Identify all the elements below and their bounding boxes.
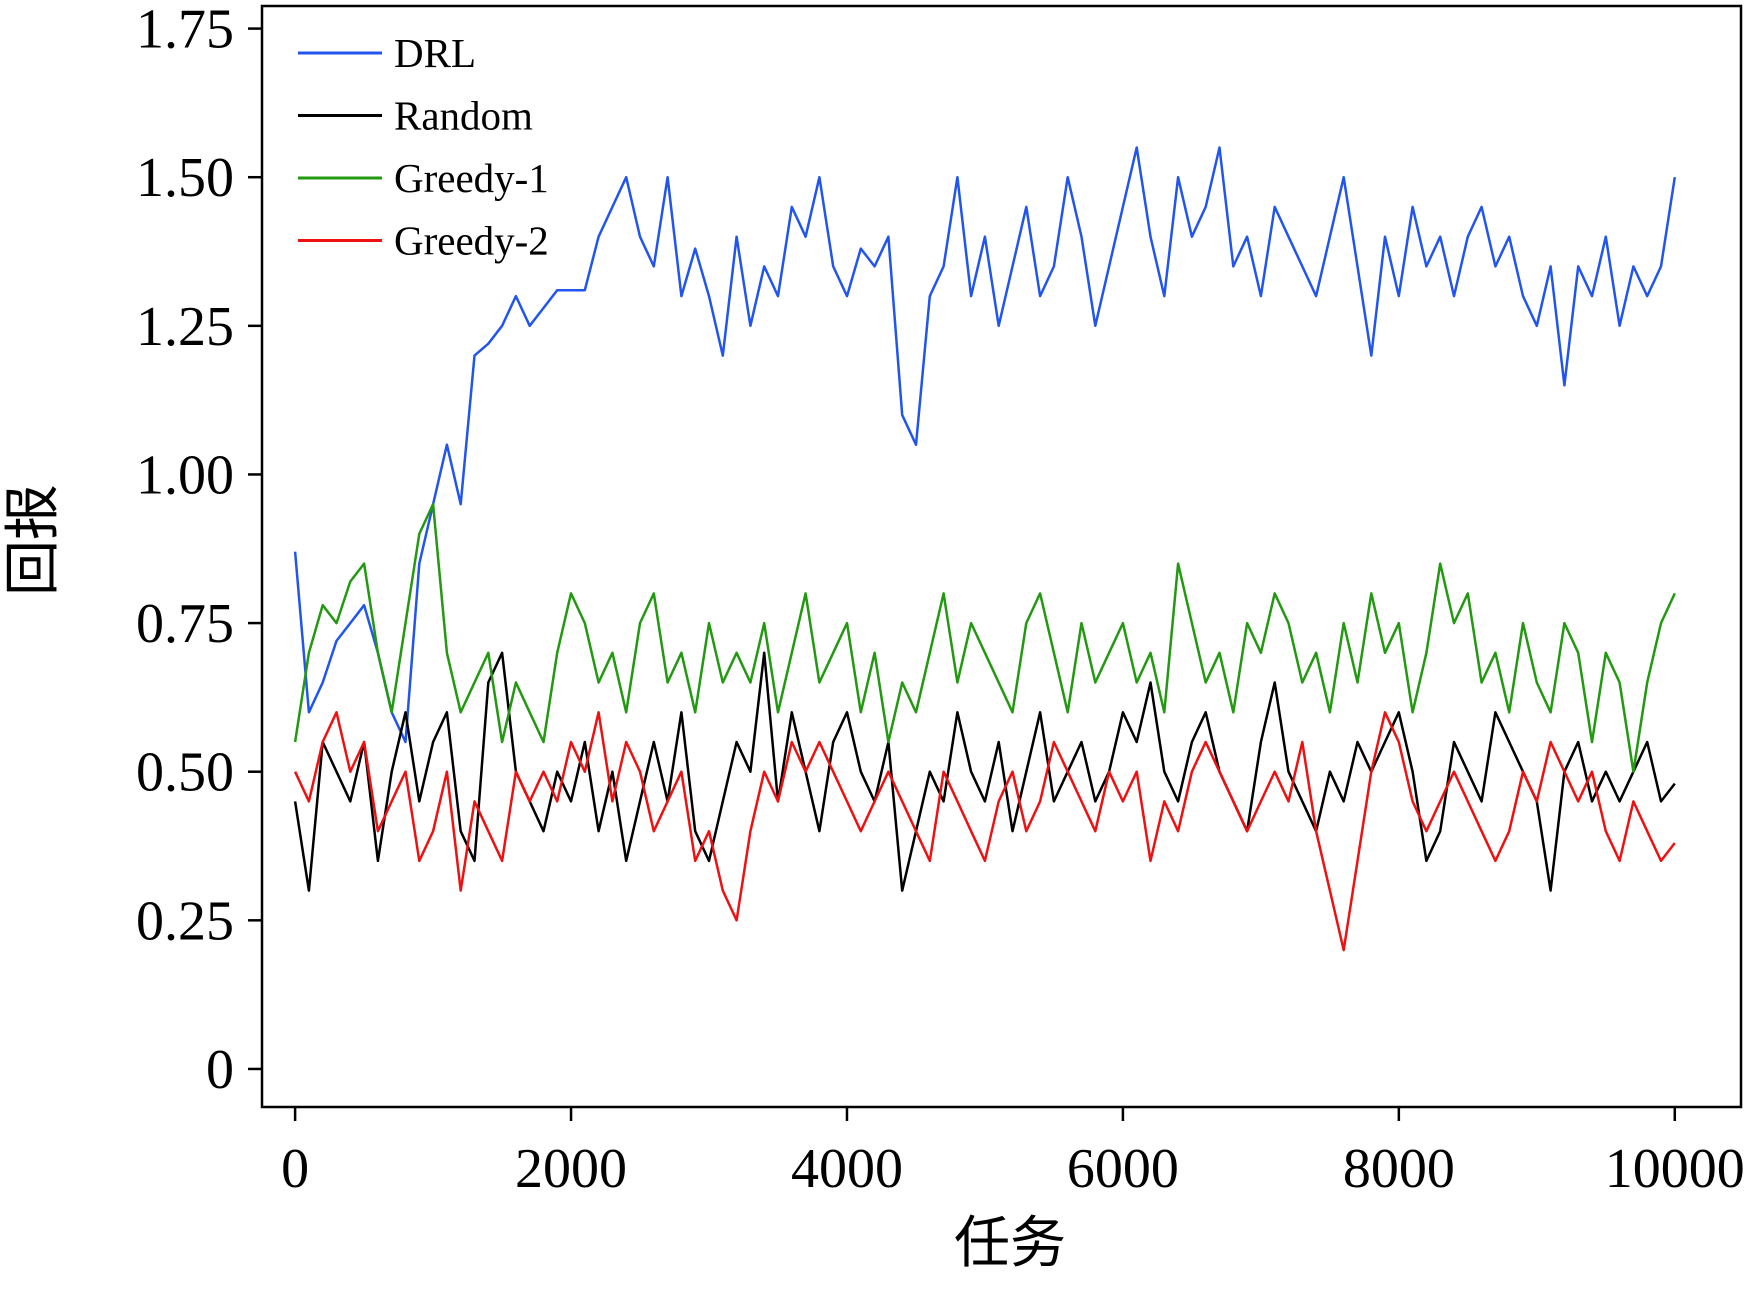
y-tick-label: 0 (206, 1039, 234, 1101)
legend-label: Random (394, 93, 533, 139)
data-line (293, 146, 1677, 744)
x-tick-label: 6000 (1067, 1138, 1179, 1200)
x-tick-label: 4000 (791, 1138, 903, 1200)
x-axis-label: 任务 (954, 1211, 1066, 1276)
plot-frame (260, 4, 1743, 1109)
x-tick-label: 0 (281, 1138, 309, 1200)
legend-label: DRL (394, 30, 476, 76)
y-tick-label: 0.25 (136, 890, 234, 952)
y-tick-label: 1.25 (136, 296, 234, 358)
y-tick-label: 1.00 (136, 444, 234, 506)
x-tick-label: 8000 (1343, 1138, 1455, 1200)
x-tick-label: 10000 (1605, 1138, 1745, 1200)
data-line (293, 711, 1676, 952)
y-tick-label: 1.50 (136, 147, 234, 209)
y-tick-label: 0.50 (136, 742, 234, 804)
legend-label: Greedy-1 (394, 155, 549, 201)
y-axis-label: 回报 (1, 484, 66, 596)
data-line (293, 502, 1676, 773)
y-tick-label: 0.75 (136, 593, 234, 655)
legend-label: Greedy-2 (394, 218, 549, 264)
x-tick-label: 2000 (515, 1138, 627, 1200)
y-tick-label: 1.75 (136, 0, 234, 61)
